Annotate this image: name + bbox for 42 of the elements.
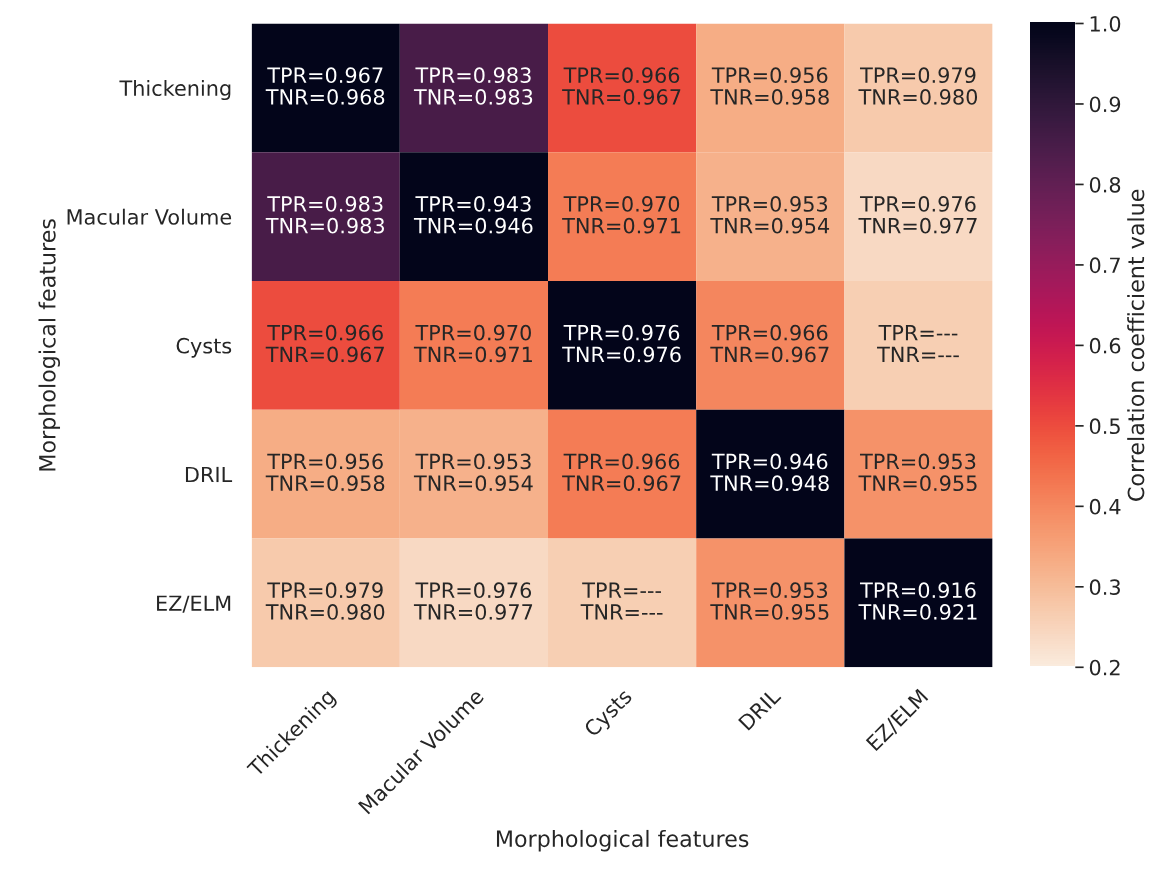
color-bar-title: Correlation coefficient value	[1127, 189, 1145, 501]
data-label: TPR=0.966 TNR=0.967	[710, 324, 829, 363]
y-tick-label: EZ/ELM	[157, 595, 231, 613]
y-tick-label: Thickening	[119, 79, 231, 101]
data-label: TPR=0.979 TNR=0.980	[265, 582, 385, 620]
data-label: TPR=0.983 TNR=0.983	[413, 67, 533, 105]
data-label: TPR=0.953 TNR=0.954	[710, 196, 830, 234]
data-label: TPR=0.953 TNR=0.955	[858, 453, 977, 492]
x-axis-title: Morphological features	[496, 829, 749, 852]
color-bar-label: 0.9	[1089, 96, 1121, 113]
color-bar-label: 0.2	[1089, 659, 1120, 676]
data-label: TPR=0.966 TNR=0.967	[562, 453, 681, 492]
data-label: TPR=0.983 TNR=0.983	[265, 196, 384, 234]
data-label: TPR=0.967 TNR=0.968	[265, 67, 385, 105]
y-tick-label: Macular Volume	[67, 208, 232, 225]
y-tick-label: DRIL	[185, 466, 233, 483]
data-label: TPR=0.943 TNR=0.946	[413, 196, 533, 234]
data-label: TPR=0.976 TNR=0.976	[562, 324, 681, 363]
data-label: TPR=0.970 TNR=0.971	[413, 324, 532, 363]
data-label: TPR=0.966 TNR=0.967	[265, 324, 384, 363]
data-label: TPR=0.946 TNR=0.948	[710, 453, 829, 492]
y-axis-title: Morphological features	[38, 219, 61, 471]
data-label: TPR=0.970 TNR=0.971	[562, 196, 681, 234]
y-tick-label: Cysts	[176, 337, 232, 358]
color-bar-label: 0.8	[1089, 176, 1121, 193]
color-bar-label: 0.4	[1089, 498, 1121, 515]
data-label: TPR=0.953 TNR=0.954	[413, 453, 533, 492]
data-label: TPR=--- TNR=---	[877, 325, 959, 363]
data-label: TPR=0.956 TNR=0.958	[265, 453, 385, 492]
color-bar-label: 0.5	[1089, 418, 1120, 435]
color-bar-label: 0.7	[1089, 257, 1120, 274]
color-bar-label: 0.6	[1089, 337, 1121, 354]
data-label: TPR=0.979 TNR=0.980	[858, 67, 978, 105]
data-label: TPR=0.916 TNR=0.921	[858, 582, 977, 620]
color-bar-label: 0.3	[1089, 579, 1120, 596]
data-label: TPR=--- TNR=---	[580, 582, 663, 620]
data-label: TPR=0.966 TNR=0.967	[562, 67, 681, 105]
data-label: TPR=0.953 TNR=0.955	[710, 582, 829, 620]
color-bar-label: 1.0	[1090, 15, 1121, 32]
data-label: TPR=0.976 TNR=0.977	[858, 196, 977, 234]
data-label: TPR=0.956 TNR=0.958	[710, 67, 829, 105]
data-label: TPR=0.976 TNR=0.977	[413, 582, 533, 620]
